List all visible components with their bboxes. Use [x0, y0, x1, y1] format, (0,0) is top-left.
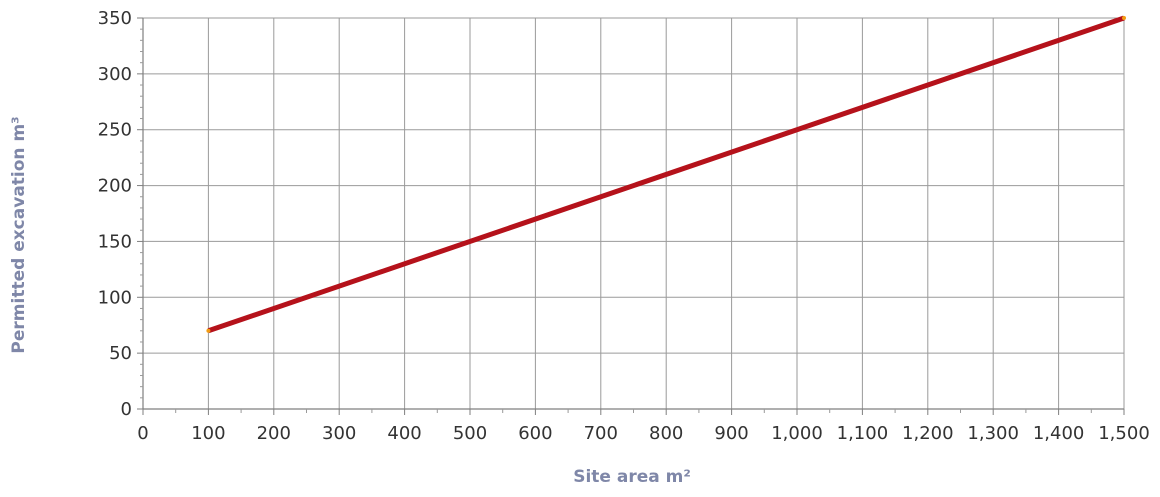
x-tick-label: 600	[518, 423, 552, 444]
data-point	[206, 328, 211, 333]
y-tick-label: 100	[98, 287, 132, 308]
x-tick-label: 1,000	[771, 423, 823, 444]
x-tick-label: 300	[322, 423, 356, 444]
x-tick-label: 800	[649, 423, 683, 444]
y-tick-label: 0	[121, 399, 132, 420]
x-tick-label: 1,400	[1033, 423, 1085, 444]
grid	[143, 17, 1125, 409]
x-tick-label: 500	[453, 423, 487, 444]
y-tick-label: 300	[98, 64, 132, 85]
axes	[137, 17, 1125, 415]
x-tick-label: 400	[387, 423, 421, 444]
y-tick-label: 350	[98, 8, 132, 29]
x-tick-label: 1,500	[1098, 423, 1150, 444]
x-tick-label: 200	[257, 423, 291, 444]
y-axis-title: Permitted excavation m³	[9, 116, 29, 353]
data-point	[1122, 16, 1126, 20]
x-tick-label: 900	[714, 423, 748, 444]
x-tick-label: 1,200	[902, 423, 954, 444]
series-layer	[206, 15, 1126, 334]
y-tick-label: 50	[109, 343, 132, 364]
series-line	[207, 15, 1125, 334]
x-tick-label: 1,100	[837, 423, 889, 444]
x-tick-label: 0	[137, 423, 148, 444]
tick-labels: 0 100 200 300 400 500 600 700 800 900 1,000 1,100 1,…	[98, 8, 1150, 444]
y-tick-label: 250	[98, 120, 132, 141]
x-axis-title: Site area m²	[573, 467, 691, 487]
x-tick-label: 700	[584, 423, 618, 444]
y-tick-label: 200	[98, 176, 132, 197]
x-tick-label: 100	[191, 423, 225, 444]
y-tick-label: 150	[98, 231, 132, 252]
x-tick-label: 1,300	[967, 423, 1019, 444]
